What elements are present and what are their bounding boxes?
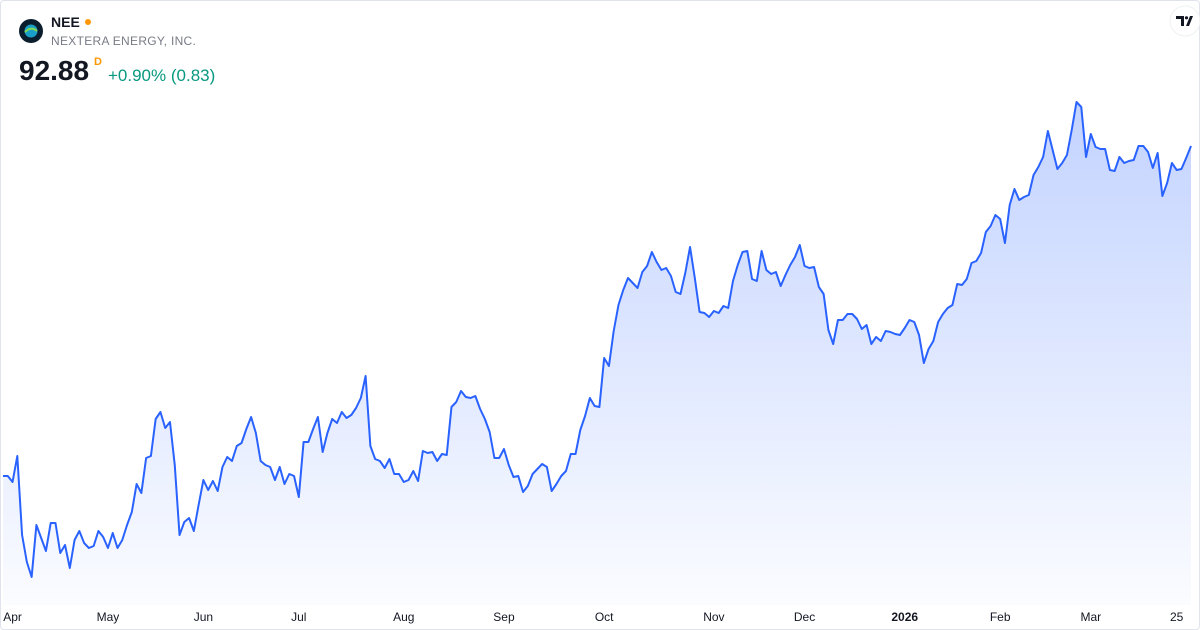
x-tick-label: Nov (703, 610, 724, 624)
x-tick-label: Dec (794, 610, 815, 624)
area-fill (3, 102, 1191, 605)
x-tick-label: Sep (493, 610, 515, 624)
symbol-row: NEE (51, 14, 91, 30)
interval: D (94, 56, 102, 68)
x-tick-label: Feb (990, 610, 1011, 624)
x-tick-label: Oct (595, 610, 614, 624)
x-tick-label: 25 (1170, 610, 1184, 624)
status-dot (84, 19, 91, 25)
tv-logo[interactable] (1169, 5, 1200, 37)
x-tick-label: 2026 (891, 610, 918, 624)
x-tick-label: Aug (393, 610, 414, 624)
symbol: NEE (51, 14, 80, 30)
price: 92.88 (19, 55, 90, 86)
x-tick-label: Jun (194, 610, 213, 624)
x-tick-label: Mar (1080, 610, 1101, 624)
x-tick-label: May (97, 610, 120, 624)
change: +0.90% (0.83) (108, 66, 216, 85)
logo (19, 19, 43, 43)
x-tick-label: Apr (3, 610, 22, 624)
price-line (3, 101, 1192, 578)
x-tick-label: Jul (291, 610, 306, 624)
company-name: NEXTERA ENERGY, INC. (51, 34, 197, 48)
